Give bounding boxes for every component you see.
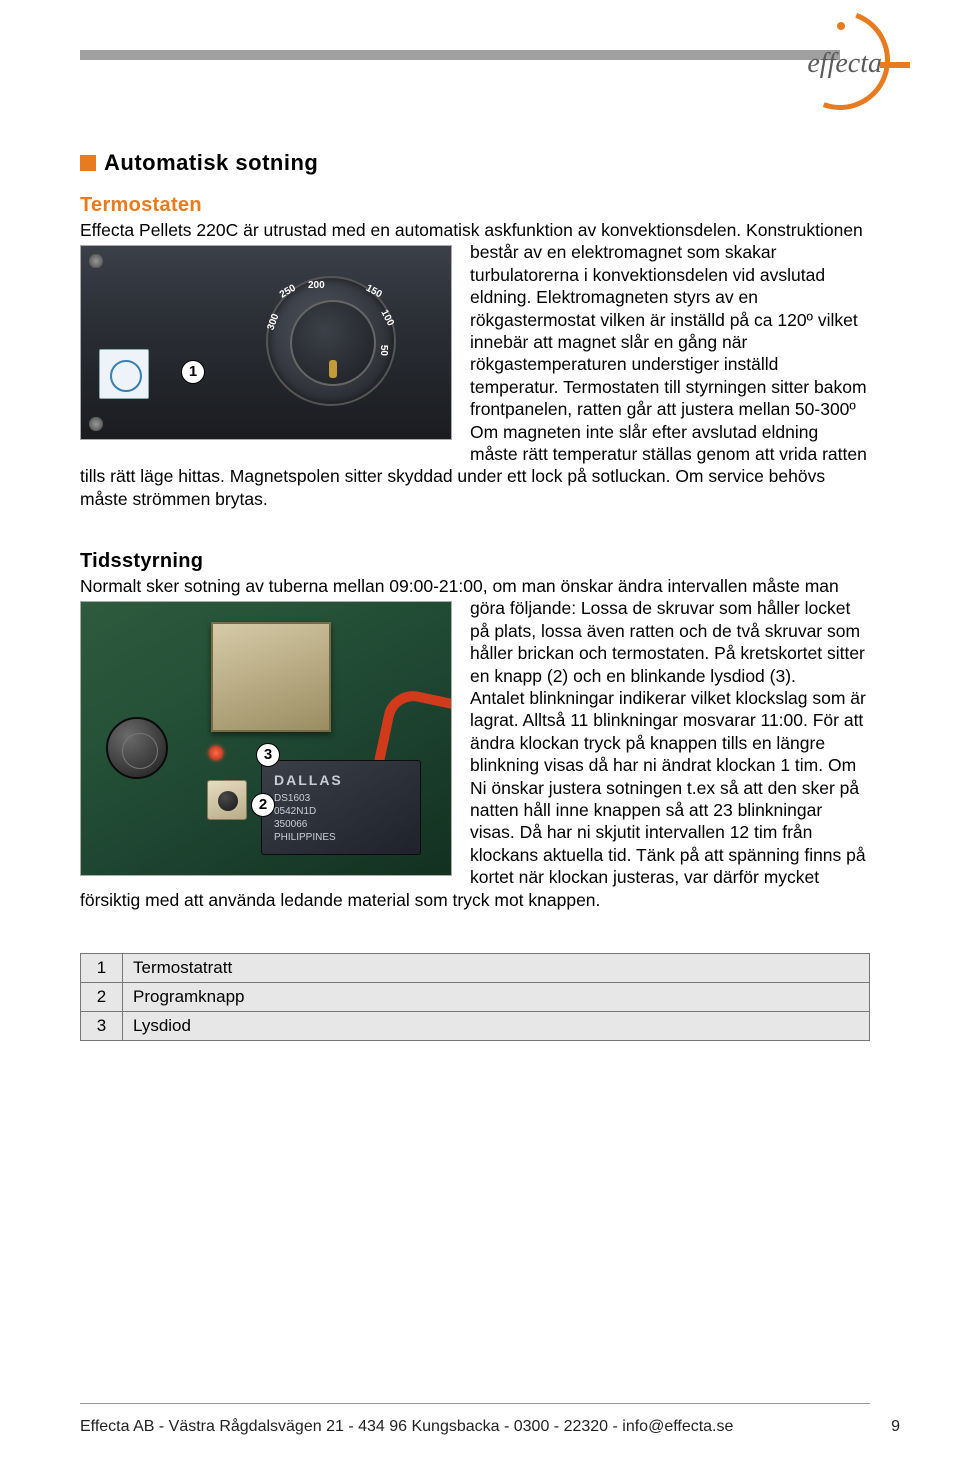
chip-line: 0542N1D <box>274 805 408 818</box>
tidsstyrning-lead: Normalt sker sotning av tuberna mellan 0… <box>80 576 747 596</box>
chip-brand: DALLAS <box>274 771 408 789</box>
table-row: 3 Lysdiod <box>81 1011 870 1040</box>
dial-tick: 50 <box>376 345 389 356</box>
chip-line: PHILIPPINES <box>274 831 408 844</box>
section-title-text: Automatisk sotning <box>104 150 318 175</box>
chip-line: DS1603 <box>274 792 408 805</box>
section-title: Automatisk sotning <box>80 150 870 176</box>
bullet-icon <box>80 155 96 171</box>
dial-tick: 300 <box>265 313 283 333</box>
calibration-sticker-icon <box>99 349 149 399</box>
termostaten-heading: Termostaten <box>80 194 870 217</box>
legend-num: 3 <box>81 1011 123 1040</box>
legend-num: 2 <box>81 982 123 1011</box>
page-footer: Effecta AB - Västra Rågdalsvägen 21 - 43… <box>80 1418 900 1436</box>
rtc-chip-icon: DALLAS DS1603 0542N1D 350066 PHILIPPINES <box>261 760 421 855</box>
tidsstyrning-heading: Tidsstyrning <box>80 550 870 573</box>
callout-1: 1 <box>181 360 205 384</box>
relay-icon <box>211 622 331 732</box>
table-row: 2 Programknapp <box>81 982 870 1011</box>
dial-tick: 200 <box>308 280 325 293</box>
legend-num: 1 <box>81 953 123 982</box>
legend-label: Programknapp <box>123 982 870 1011</box>
thermostat-photo: 200 250 300 150 100 50 1 <box>80 245 452 440</box>
dial-tick: 150 <box>363 283 384 302</box>
tactile-button-icon <box>207 780 247 820</box>
header-rule <box>80 50 840 60</box>
thermostat-dial-icon: 200 250 300 150 100 50 <box>266 276 396 406</box>
pcb-photo: DALLAS DS1603 0542N1D 350066 PHILIPPINES… <box>80 601 452 876</box>
legend-label: Termostatratt <box>123 953 870 982</box>
page-number: 9 <box>891 1418 900 1436</box>
footer-rule <box>80 1403 870 1404</box>
legend-label: Lysdiod <box>123 1011 870 1040</box>
termostaten-intro: Effecta Pellets 220C är utrustad med en … <box>80 220 741 240</box>
chip-line: 350066 <box>274 818 408 831</box>
dial-tick: 250 <box>278 283 299 302</box>
table-row: 1 Termostatratt <box>81 953 870 982</box>
footer-text: Effecta AB - Västra Rågdalsvägen 21 - 43… <box>80 1418 733 1436</box>
brand-name: effecta <box>807 48 882 80</box>
legend-table: 1 Termostatratt 2 Programknapp 3 Lysdiod <box>80 953 870 1041</box>
dial-tick: 100 <box>377 308 396 329</box>
brand-logo: effecta <box>750 10 910 110</box>
